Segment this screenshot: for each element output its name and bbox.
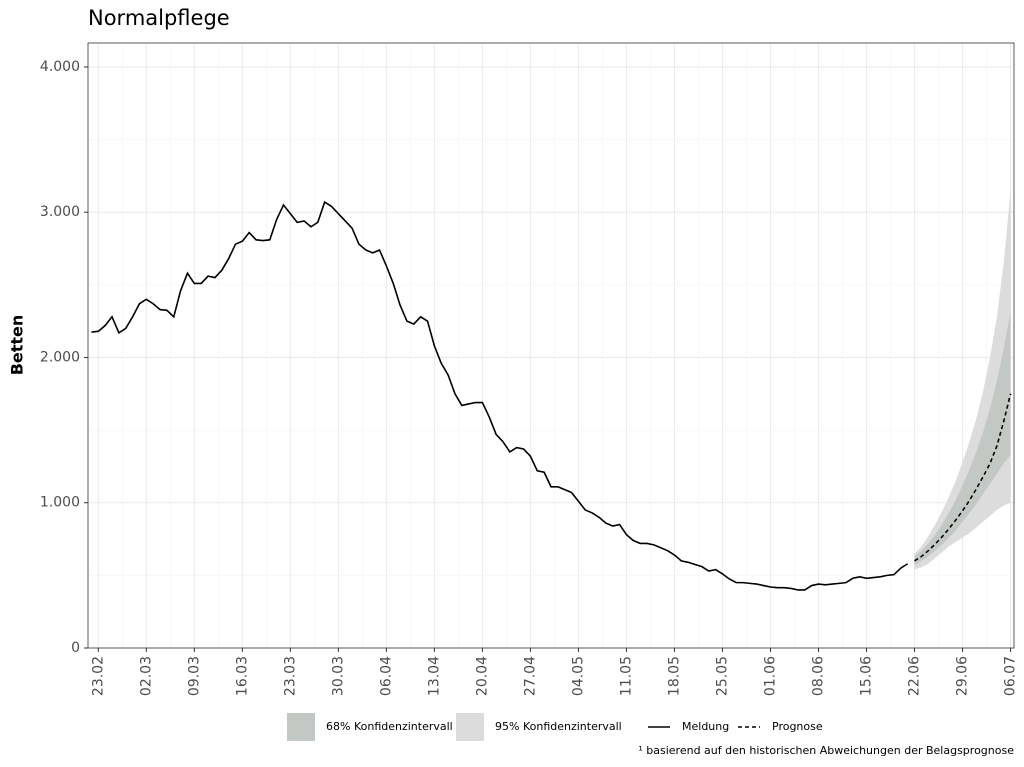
x-tick-label: 01.06 [762,656,778,696]
x-tick-label: 15.06 [859,656,875,696]
footnote: ¹ basierend auf den historischen Abweich… [638,744,1014,757]
y-tick-label: 0 [71,640,80,656]
x-tick-label: 23.03 [282,656,298,696]
y-tick-label: 1.000 [40,495,80,511]
x-tick-label: 18.05 [666,656,682,696]
legend-label: 95% Konfidenzintervall [495,720,622,733]
series-line [91,200,909,591]
x-tick-label: 30.03 [330,656,346,696]
confidence-band [914,311,1011,566]
legend-label: 68% Konfidenzintervall [326,720,453,733]
x-tick-label: 04.05 [570,656,586,696]
x-tick-label: 29.06 [955,656,971,696]
x-tick-label: 23.02 [90,656,106,696]
x-tick-label: 11.05 [618,656,634,696]
y-axis-label: Betten [8,315,27,376]
legend-label: Prognose [772,720,823,733]
x-tick-label: 25.05 [714,656,730,696]
x-tick-label: 08.06 [811,656,827,696]
legend-swatch [456,713,484,741]
legend-swatch [287,713,315,741]
x-tick-label: 22.06 [907,656,923,696]
x-tick-label: 13.04 [426,656,442,696]
x-tick-label: 27.04 [522,656,538,696]
y-tick-label: 3.000 [40,204,80,220]
x-tick-label: 16.03 [234,656,250,696]
x-tick-label: 06.07 [1003,656,1019,696]
y-tick-label: 2.000 [40,349,80,365]
x-tick-label: 02.03 [138,656,154,696]
x-tick-label: 20.04 [474,656,490,696]
y-tick-label: 4.000 [40,59,80,75]
panel-border [87,42,1015,649]
legend-label: Meldung [682,720,729,733]
chart-title: Normalpflege [88,6,230,30]
x-tick-label: 06.04 [378,656,394,696]
x-tick-label: 09.03 [186,656,202,696]
